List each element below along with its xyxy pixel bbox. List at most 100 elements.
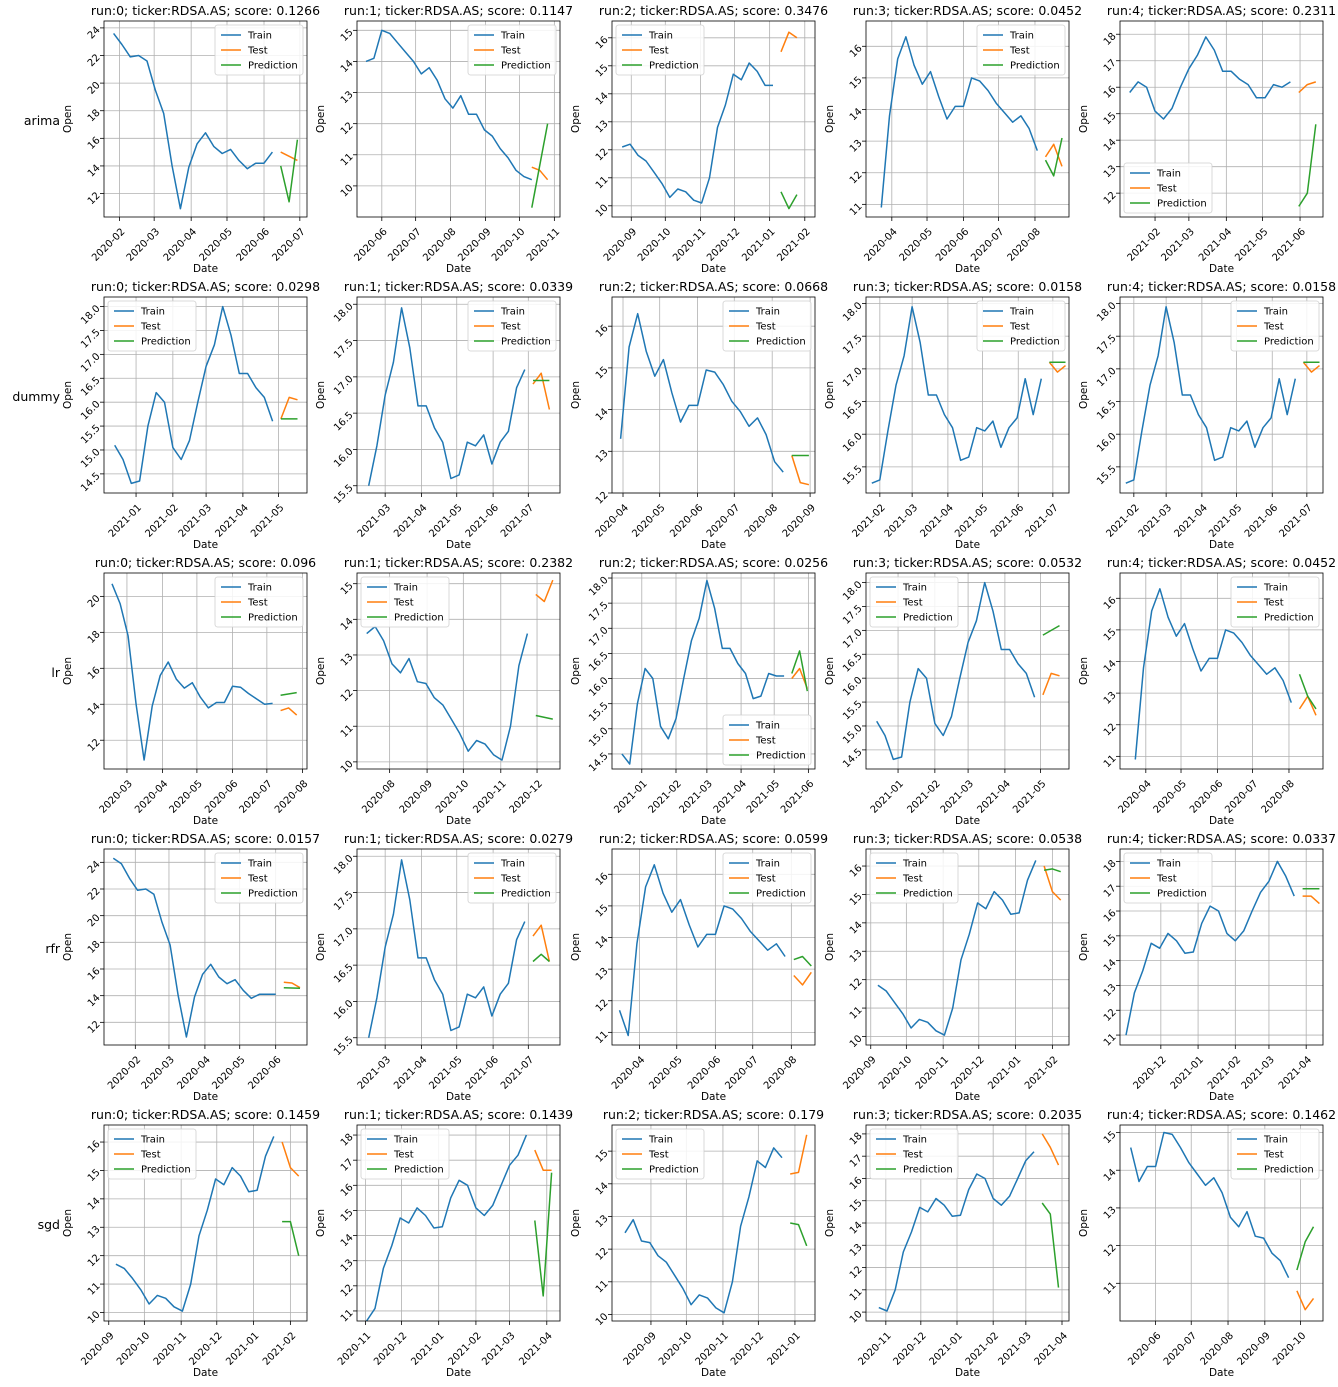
y-tick-label: 20	[86, 593, 103, 610]
legend-label-prediction: Prediction	[649, 1165, 699, 1176]
x-tick-label: 2020-09	[622, 1330, 659, 1367]
x-tick-label: 2020-12	[891, 1330, 928, 1367]
x-tick-label: 2021-03	[356, 1054, 393, 1091]
x-tick-label: 2020-05	[647, 1054, 684, 1091]
subplot-rfr-1: run:1; ticker:RDSA.AS; score: 0.0279 2021…	[315, 831, 573, 1103]
y-tick-label: 15.5	[841, 464, 865, 488]
y-tick-label: 17.5	[587, 600, 611, 624]
x-tick-label: 2020-05	[898, 226, 935, 263]
legend-label-test: Test	[393, 598, 414, 609]
subplot-arima-1: run:1; ticker:RDSA.AS; score: 0.1147 2020…	[315, 3, 573, 275]
y-tick-label: 12	[594, 1246, 611, 1263]
y-tick-label: 24	[86, 859, 103, 876]
x-axis-label: Date	[446, 1367, 471, 1379]
y-tick-label: 16	[1102, 595, 1119, 612]
legend: Train Test Prediction	[722, 714, 812, 766]
y-tick-label: 16	[848, 43, 865, 60]
y-tick-label: 17	[1102, 58, 1119, 75]
series-line-test	[532, 924, 551, 962]
legend: Train Test Prediction	[467, 852, 557, 904]
legend-label-train: Train	[902, 1135, 927, 1146]
series-line-train	[619, 312, 784, 473]
subplot-arima-2: run:2; ticker:RDSA.AS; score: 0.3476 2020…	[570, 3, 828, 275]
x-tick-label: 2020-07	[237, 778, 274, 815]
y-tick-label: 12	[86, 737, 103, 754]
x-tick-label: 2021-06	[464, 502, 501, 539]
legend-label-prediction: Prediction	[394, 1165, 444, 1176]
x-tick-label: 2020-06	[668, 502, 705, 539]
legend-label-prediction: Prediction	[141, 337, 191, 348]
legend-box	[107, 1128, 197, 1180]
legend-label-prediction: Prediction	[1264, 337, 1314, 348]
x-axis-label: Date	[955, 263, 980, 275]
legend-label-prediction: Prediction	[1010, 337, 1060, 348]
y-tick-label: 13	[594, 966, 611, 983]
subplot-title: run:2; ticker:RDSA.AS; score: 0.0599	[599, 831, 828, 846]
legend-label-prediction: Prediction	[501, 889, 551, 900]
x-axis-label: Date	[193, 815, 218, 827]
y-tick-label: 16	[1102, 84, 1119, 101]
y-tick-label: 14	[594, 406, 611, 423]
axes-frame	[865, 1124, 1070, 1322]
series-line-test	[534, 1149, 552, 1171]
y-tick-label: 10	[339, 183, 356, 200]
legend-label-train: Train	[1156, 859, 1181, 870]
series-line-prediction	[1296, 1226, 1315, 1271]
y-tick-label: 17.5	[332, 889, 356, 913]
x-tick-label: 2020-10	[1271, 1330, 1308, 1367]
subplot-lr-0: run:0; ticker:RDSA.AS; score: 0.096 2020-…	[62, 555, 316, 827]
y-tick-label: 12	[86, 1252, 103, 1269]
subplot-title: run:2; ticker:RDSA.AS; score: 0.0256	[599, 555, 828, 570]
series-line-prediction	[1044, 137, 1063, 177]
series-line-prediction	[1298, 673, 1317, 710]
legend-label-train: Train	[1263, 583, 1288, 594]
y-tick-label: 17.0	[1095, 366, 1119, 390]
x-axis-label: Date	[193, 539, 218, 551]
y-tick-label: 12	[339, 120, 356, 137]
y-tick-label: 12	[1102, 722, 1119, 739]
series-line-test	[280, 707, 298, 716]
series-line-test	[281, 1141, 300, 1177]
legend-label-train: Train	[1009, 31, 1034, 42]
x-tick-label: 2020-09	[398, 778, 435, 815]
y-tick-label: 16	[594, 323, 611, 340]
x-tick-label: 2021-07	[499, 502, 536, 539]
y-tick-label: 12	[594, 147, 611, 164]
y-tick-label: 18	[848, 1131, 865, 1148]
x-tick-label: 2021-06	[989, 502, 1026, 539]
legend: Train Test Prediction	[1230, 1128, 1320, 1180]
legend-label-prediction: Prediction	[1157, 889, 1207, 900]
series-line-test	[1042, 672, 1060, 696]
subplot-title: run:0; ticker:RDSA.AS; score: 0.0157	[91, 831, 320, 846]
x-tick-label: 2021-03	[996, 1330, 1033, 1367]
x-tick-label: 2020-08	[743, 502, 780, 539]
legend-label-test: Test	[247, 874, 268, 885]
x-tick-label: 2021-02	[850, 502, 887, 539]
legend-box	[214, 576, 304, 628]
y-tick-label: 16	[1102, 908, 1119, 925]
x-tick-label: 2020-10	[636, 226, 673, 263]
x-tick-label: 2020-05	[630, 502, 667, 539]
x-tick-label: 2020-03	[140, 1054, 177, 1091]
series-line-train	[112, 857, 276, 1038]
x-axis-label: Date	[701, 263, 726, 275]
y-tick-label: 11	[339, 152, 356, 169]
y-tick-label: 13	[594, 448, 611, 465]
y-tick-label: 16	[339, 1182, 356, 1199]
legend: Train Test Prediction	[869, 1128, 959, 1180]
y-axis-label: Open	[570, 1209, 582, 1237]
x-tick-label: 2020-08	[1006, 226, 1043, 263]
y-tick-label: 11	[339, 723, 356, 740]
x-tick-label: 2021-01	[409, 1330, 446, 1367]
series-line-train	[1125, 860, 1295, 1036]
x-tick-label: 2020-09	[841, 1054, 878, 1091]
series-line-test	[1041, 1133, 1060, 1166]
y-axis-label: Open	[62, 381, 74, 409]
subplot-title: run:4; ticker:RDSA.AS; score: 0.0158	[1107, 279, 1336, 294]
x-tick-label: 2020-10	[115, 1330, 152, 1367]
y-tick-label: 15	[594, 903, 611, 920]
legend: Train Test Prediction	[467, 24, 557, 76]
y-tick-label: 16	[594, 35, 611, 52]
x-tick-label: 2020-11	[856, 1330, 893, 1367]
legend-label-test: Test	[1156, 184, 1177, 195]
